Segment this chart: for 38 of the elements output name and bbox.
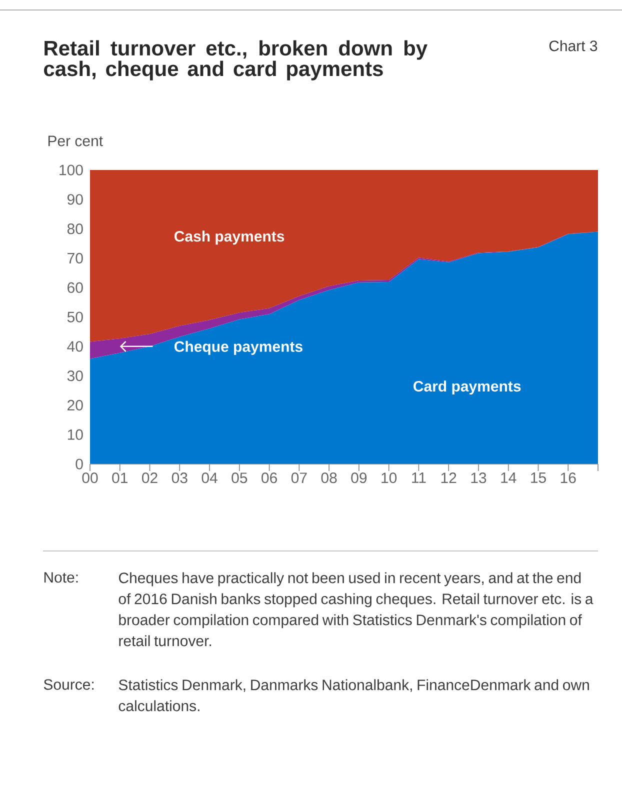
x-tick-label: 07 — [291, 472, 307, 484]
y-tick-label: 70 — [68, 252, 83, 264]
text: Note: — [44, 572, 78, 583]
x-tick-label: 14 — [501, 472, 516, 483]
x-tick-label: 06 — [262, 472, 277, 484]
series-label: Card payments — [414, 380, 521, 395]
y-tick-label: 60 — [68, 282, 83, 293]
x-tick-label: 00 — [82, 472, 98, 484]
x-tick-label: 13 — [471, 472, 486, 484]
series-label: Cheque payments — [174, 340, 302, 355]
text: Cheques have practically not been used in recent years, and at the end of 2016 Danish banks stopped cashing cheques. Retail turnover etc. is a broader compilation compared with Statistics Denmark's compilation of retail turnover. — [118, 572, 594, 646]
x-tick-label: 01 — [112, 472, 128, 484]
x-tick-label: 02 — [142, 472, 158, 484]
series-label: Cash payments — [174, 230, 284, 245]
y-tick-label: 0 — [76, 458, 83, 470]
y-tick-label: 100 — [60, 164, 83, 176]
x-tick-label: 09 — [351, 472, 367, 484]
x-tick-label: 12 — [441, 472, 456, 484]
chart-title: Retail turnover etc., broken down by cash, cheque and card payments — [44, 40, 428, 80]
x-tick-label: 15 — [531, 472, 546, 483]
y-axis-title: Per cent — [48, 136, 103, 146]
y-tick-label: 10 — [68, 429, 83, 440]
y-tick-label: 50 — [67, 312, 83, 322]
y-tick-label: 90 — [68, 194, 83, 205]
y-tick-label: 20 — [68, 400, 83, 411]
y-tick-label: 40 — [67, 341, 83, 352]
source-note: Source: — [44, 679, 94, 690]
text: Statistics Denmark, Danmarks Nationalbank, FinanceDenmark and own calculations. — [118, 679, 589, 712]
x-tick-label: 04 — [202, 472, 218, 484]
x-tick-label: 08 — [321, 472, 337, 484]
y-tick-label: 80 — [67, 224, 83, 234]
x-tick-label: 10 — [382, 472, 397, 484]
y-tick-label: 30 — [67, 370, 83, 382]
x-tick-label: 05 — [232, 472, 248, 484]
x-tick-label: 16 — [560, 472, 576, 484]
caption: Chart 3 — [549, 40, 598, 52]
x-tick-label: 03 — [172, 472, 188, 484]
x-tick-label: 11 — [412, 472, 426, 483]
